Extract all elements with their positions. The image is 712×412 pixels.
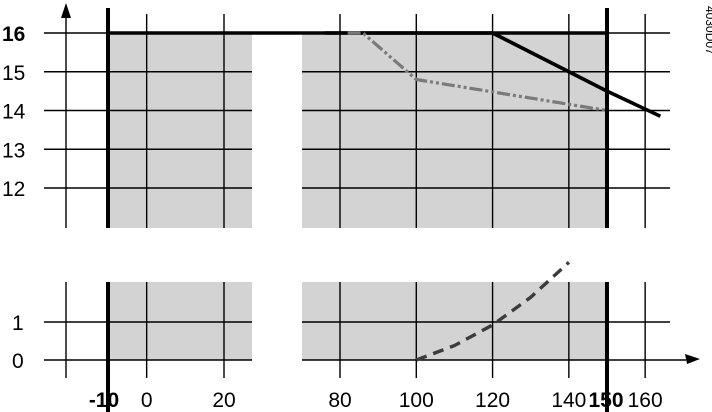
y-tick-label-lower: 1 bbox=[12, 312, 24, 335]
shade-upper-right bbox=[302, 33, 607, 228]
shade-lower-left bbox=[108, 282, 252, 360]
series-line-upper-dash-dot-dot bbox=[347, 31, 608, 113]
y-tick-label-upper: 15 bbox=[2, 62, 25, 85]
y-tick-label-upper: 12 bbox=[2, 178, 25, 201]
boundary-lines bbox=[106, 8, 609, 412]
y-tick-label-upper: 14 bbox=[2, 101, 26, 124]
series-line-upper-solid bbox=[324, 31, 662, 118]
x-tick-label: 20 bbox=[212, 389, 235, 412]
x-axis-arrowhead bbox=[685, 354, 700, 364]
x-tick-label: 100 bbox=[399, 389, 434, 412]
x-tick-label: -10 bbox=[89, 389, 119, 412]
series-lines bbox=[108, 31, 662, 362]
y-tick-label-upper: 16 bbox=[2, 23, 25, 46]
axes bbox=[44, 3, 700, 378]
x-tick-label: 0 bbox=[141, 389, 153, 412]
x-tick-label: 160 bbox=[628, 389, 663, 412]
series-line-lower-dashed bbox=[415, 261, 571, 362]
shaded-regions bbox=[108, 33, 607, 360]
y-tick-label-upper: 13 bbox=[2, 139, 25, 162]
x-tick-label: 140 bbox=[551, 389, 586, 412]
y-axis-arrowhead bbox=[61, 3, 71, 18]
x-tick-label: 150 bbox=[588, 389, 623, 412]
shade-upper-left bbox=[108, 33, 252, 228]
x-tick-label: 80 bbox=[328, 389, 351, 412]
y-tick-label-lower: 0 bbox=[12, 350, 24, 373]
shade-lower-right bbox=[302, 282, 607, 360]
x-tick-label: 120 bbox=[475, 389, 510, 412]
figure-code: 4030D07 bbox=[703, 6, 712, 55]
